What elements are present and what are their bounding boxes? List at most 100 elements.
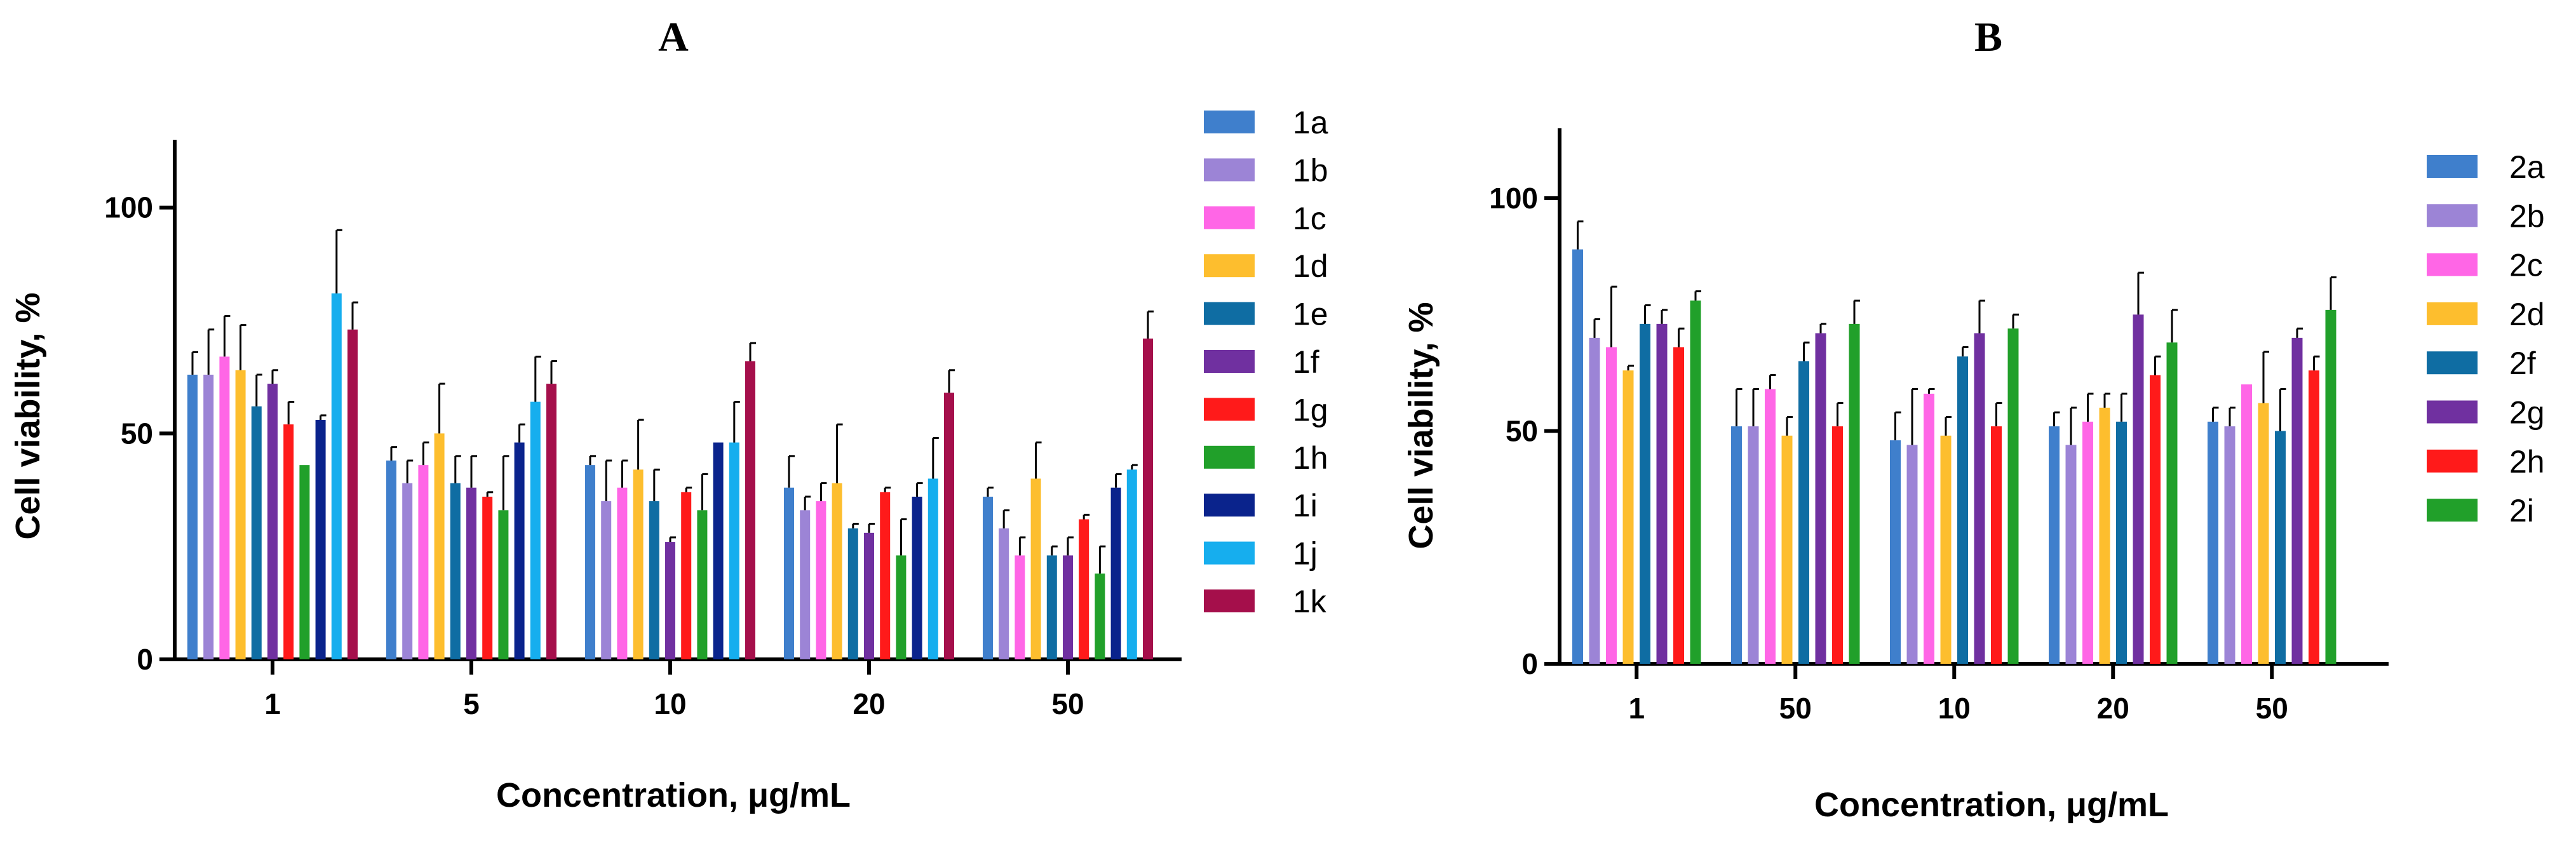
panel-a-bar (784, 487, 794, 659)
panel-b-bar (1673, 347, 1684, 664)
panel-a-bar (1126, 469, 1137, 659)
panel-b-bar (1572, 249, 1583, 664)
panel-a-bar (482, 496, 493, 659)
panel-a-bar (745, 361, 755, 659)
panel-a-bar (187, 374, 198, 659)
panel-a-legend-swatch (1204, 206, 1255, 229)
panel-b-bar (1974, 333, 1985, 664)
panel-a-y-axis-title: Cell viability, % (9, 292, 47, 539)
panel-b-bar (1815, 333, 1826, 664)
panel-a-bar (203, 374, 214, 659)
panel-a-x-tick-label: 5 (463, 687, 480, 720)
panel-b-bar (2275, 431, 2286, 664)
panel-a-legend-label: 1k (1293, 584, 1327, 619)
panel-a-bar (1079, 519, 1089, 659)
panel-b-chart: B Cell viability, % Concentration, μg/mL… (1402, 14, 2545, 824)
panel-a-bar (450, 483, 461, 659)
panel-b-bar (2224, 426, 2235, 664)
panel-b-bar (1890, 440, 1901, 664)
panel-a-bar (267, 384, 278, 659)
panel-b-bar (1832, 426, 1843, 664)
panel-a-legend-label: 1f (1293, 344, 1319, 380)
panel-a-legend-swatch (1204, 158, 1255, 182)
panel-a-legend-label: 1d (1293, 248, 1328, 284)
panel-a-bar (617, 487, 628, 659)
panel-a-legend-swatch (1204, 445, 1255, 469)
panel-b-y-tick-label: 0 (1521, 647, 1538, 680)
panel-b-bar (2082, 421, 2093, 664)
panel-a-bar (546, 384, 556, 659)
panel-a-bar (1095, 573, 1105, 659)
panel-b-bar (1924, 393, 1934, 664)
panel-b-legend: 2a 2b 2c 2d 2f 2g 2h 2i (2427, 149, 2545, 528)
panel-a-bar (847, 528, 858, 659)
panel-b-y-tick-label: 50 (1506, 414, 1538, 447)
panel-b-bar (1690, 300, 1701, 664)
panel-b-bar (2291, 337, 2303, 664)
panel-a-y-tick-label: 100 (104, 191, 153, 224)
panel-b-x-tick-label: 20 (2097, 692, 2129, 725)
panel-a-bar (927, 478, 938, 659)
panel-b-x-axis-title: Concentration, μg/mL (1814, 786, 2169, 824)
panel-b-bar (2325, 309, 2337, 664)
panel-a-bar (681, 492, 692, 659)
panel-a-bar (864, 532, 874, 659)
panel-a-legend-label: 1c (1293, 201, 1326, 236)
panel-a-bar (251, 406, 262, 659)
panel-b-bar (1622, 370, 1634, 664)
panel-b-bar (2241, 384, 2252, 664)
panel-a-bar (386, 461, 396, 659)
panel-b-bar (2208, 421, 2218, 664)
panel-a-legend-label: 1g (1293, 392, 1328, 428)
panel-b-legend-label: 2i (2509, 493, 2534, 528)
panel-a-bar (896, 555, 907, 659)
panel-b-y-tick-label: 100 (1489, 182, 1538, 215)
panel-a-bar (283, 424, 294, 659)
panel-a-bar (402, 483, 413, 659)
panel-b-bar (1957, 356, 1968, 664)
panel-a-bar (585, 465, 595, 659)
panel-b-y-axis-title: Cell viability, % (1402, 302, 1440, 549)
panel-a-bar (315, 420, 326, 659)
panel-a-legend-swatch (1204, 398, 1255, 421)
panel-b-bar (2099, 407, 2110, 664)
panel-a-bar (347, 329, 358, 659)
panel-a-legend: 1a 1b 1c 1d 1e 1f 1g 1h 1i 1j 1k (1204, 105, 1328, 619)
panel-b-bar (1765, 389, 1776, 664)
panel-b-bar (1798, 361, 1809, 664)
panel-a-bar (633, 469, 644, 659)
panel-a-bar (219, 356, 230, 659)
panel-a-bar (530, 401, 541, 659)
panel-a-bar (331, 293, 342, 659)
panel-b-bar (2133, 314, 2144, 664)
panel-b-legend-swatch (2427, 499, 2478, 522)
panel-b-bar (1656, 323, 1668, 664)
panel-a-bar (729, 442, 739, 659)
panel-b-legend-swatch (2427, 155, 2478, 178)
panel-b-label: B (1974, 14, 2002, 60)
panel-a-bar (1110, 487, 1121, 659)
panel-a-legend-swatch (1204, 541, 1255, 565)
panel-b-x-tick-label: 50 (2256, 692, 2288, 725)
panel-a-bar (999, 528, 1009, 659)
panel-a-bar (235, 370, 246, 659)
panel-a-y-tick-label: 50 (121, 417, 153, 450)
panel-a-legend-swatch (1204, 350, 1255, 373)
panel-a-legend-label: 1b (1293, 152, 1328, 188)
panel-a-bar (665, 542, 675, 659)
panel-a-legend-swatch (1204, 589, 1255, 612)
panel-a-legend-label: 1i (1293, 488, 1318, 523)
panel-a-legend-swatch (1204, 302, 1255, 325)
panel-b-legend-label: 2c (2509, 248, 2543, 283)
panel-b-bar (1906, 445, 1918, 664)
panel-b-bar (2258, 403, 2269, 664)
panel-b-bar (2166, 342, 2178, 664)
panel-a-legend-label: 1e (1293, 297, 1328, 332)
panel-b-bar (2007, 328, 2019, 664)
panel-b-bar (2309, 370, 2319, 664)
panel-b-legend-label: 2d (2509, 297, 2545, 332)
panel-b-bar (1940, 435, 1952, 664)
panel-b-legend-label: 2f (2509, 346, 2536, 381)
panel-a-bar (649, 501, 659, 659)
panel-a-x-tick-label: 10 (654, 687, 686, 720)
